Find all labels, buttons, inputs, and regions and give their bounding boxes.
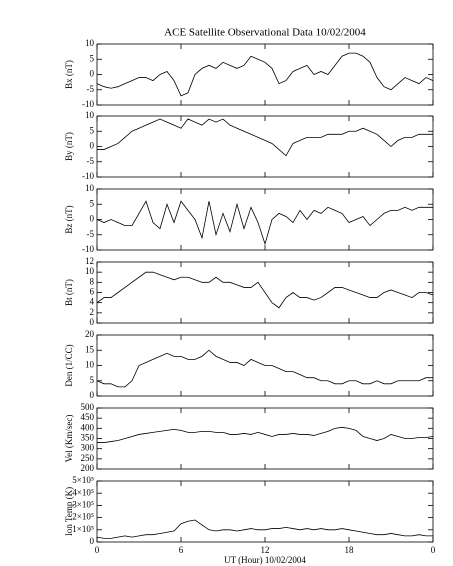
y-tick-label: -10 (82, 244, 94, 254)
data-line (97, 426, 434, 443)
x-tick-label: 18 (345, 545, 355, 555)
y-tick-label: -5 (87, 229, 95, 239)
y-tick-label: 10 (85, 360, 95, 370)
y-tick-label: 400 (81, 422, 95, 432)
y-tick-label: -10 (82, 171, 94, 181)
data-line (97, 118, 433, 157)
x-tick-label: 0 (95, 545, 100, 555)
y-tick-label: 350 (81, 433, 95, 443)
y-tick-label: 2 (90, 307, 95, 317)
y-tick-label: -5 (87, 84, 95, 94)
y-tick-label: 20 (85, 329, 95, 339)
y-axis-label: Den (1/CC) (64, 344, 74, 386)
data-line (96, 200, 433, 246)
plot-frame (96, 188, 434, 251)
y-tick-label: 5 (90, 125, 95, 135)
y-tick-label: 10 (85, 183, 95, 193)
y-tick-label: 8 (90, 276, 95, 286)
y-tick-label: 0 (90, 214, 95, 224)
y-axis-label: Ion Temp (K) (64, 487, 74, 536)
y-tick-label: 250 (81, 453, 95, 463)
y-tick-label: 4×10⁵ (72, 487, 94, 497)
y-tick-label: 0 (90, 536, 95, 546)
y-tick-label: 500 (81, 402, 95, 412)
y-axis-label: Bz (nT) (64, 205, 74, 233)
y-tick-label: 450 (81, 412, 95, 422)
y-tick-label: 4 (90, 297, 95, 307)
y-tick-label: 12 (85, 256, 94, 266)
y-tick-label: 10 (85, 266, 95, 276)
y-axis-label: Bt (nT) (64, 279, 74, 306)
y-tick-label: 0 (90, 317, 95, 327)
y-tick-label: 0 (90, 69, 95, 79)
chart-title: ACE Satellite Observational Data 10/02/2… (164, 27, 366, 39)
y-tick-label: 2×10⁵ (72, 512, 94, 522)
y-tick-label: 3×10⁵ (72, 499, 94, 509)
y-tick-label: -5 (87, 156, 95, 166)
y-tick-label: 15 (85, 344, 95, 354)
data-line (96, 519, 433, 539)
y-axis-label: By (nT) (64, 132, 74, 161)
data-line (96, 349, 433, 388)
plot-frame (96, 480, 434, 543)
plot-frame (96, 43, 434, 106)
y-axis-label: Vel (Km/sec) (64, 415, 74, 463)
x-tick-label: 0 (431, 545, 436, 555)
y-tick-label: 5 (90, 375, 95, 385)
y-tick-label: 6 (90, 287, 95, 297)
y-tick-label: 200 (81, 463, 95, 473)
y-tick-label: 1×10⁵ (72, 524, 94, 534)
data-line (96, 52, 434, 97)
y-tick-label: 10 (85, 110, 95, 120)
y-tick-label: 5 (90, 198, 95, 208)
plot-frame (96, 115, 434, 178)
data-line (96, 271, 434, 309)
y-tick-label: 0 (90, 141, 95, 151)
y-tick-label: 5 (90, 53, 95, 63)
y-tick-label: 300 (81, 443, 95, 453)
y-tick-label: 5×10⁵ (72, 475, 94, 485)
x-axis-label: UT (Hour) 10/02/2004 (224, 555, 306, 565)
y-tick-label: 10 (85, 38, 95, 48)
y-tick-label: 0 (90, 390, 95, 400)
x-tick-label: 12 (261, 545, 270, 555)
y-tick-label: -10 (82, 99, 94, 109)
y-axis-label: Bx (nT) (64, 60, 74, 89)
x-tick-label: 6 (179, 545, 184, 555)
